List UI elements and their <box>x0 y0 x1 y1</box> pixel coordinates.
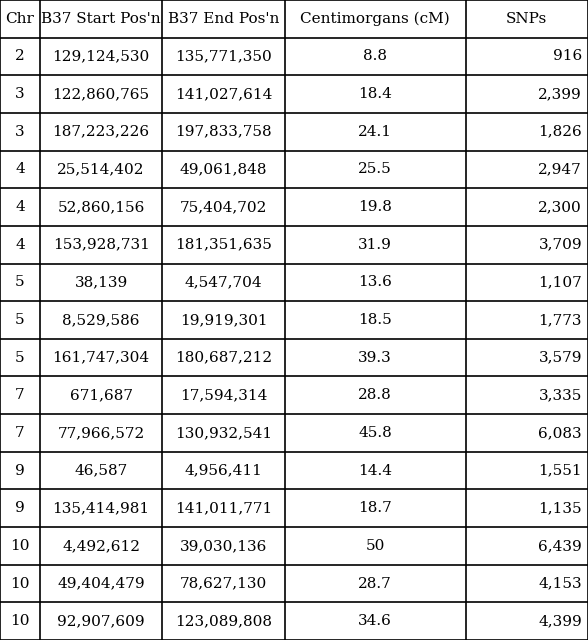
Text: 5: 5 <box>15 275 25 289</box>
Text: B37 End Pos'n: B37 End Pos'n <box>168 12 279 26</box>
Text: 8.8: 8.8 <box>363 49 387 63</box>
Text: 19.8: 19.8 <box>358 200 392 214</box>
Text: 123,089,808: 123,089,808 <box>175 614 272 628</box>
Text: 24.1: 24.1 <box>358 125 392 139</box>
Text: 141,027,614: 141,027,614 <box>175 87 272 101</box>
Text: 4,547,704: 4,547,704 <box>185 275 262 289</box>
Text: 916: 916 <box>553 49 582 63</box>
Text: 28.8: 28.8 <box>358 388 392 403</box>
Text: 25,514,402: 25,514,402 <box>58 163 145 177</box>
Text: Chr: Chr <box>5 12 35 26</box>
Text: 4,153: 4,153 <box>539 577 582 591</box>
Text: Centimorgans (cM): Centimorgans (cM) <box>300 12 450 26</box>
Text: 181,351,635: 181,351,635 <box>175 237 272 252</box>
Text: 1,826: 1,826 <box>539 125 582 139</box>
Text: 1,551: 1,551 <box>539 463 582 477</box>
Text: 8,529,586: 8,529,586 <box>62 313 140 327</box>
Text: 187,223,226: 187,223,226 <box>52 125 150 139</box>
Text: 14.4: 14.4 <box>358 463 392 477</box>
Text: 1,107: 1,107 <box>539 275 582 289</box>
Text: 10: 10 <box>10 539 30 553</box>
Text: 135,414,981: 135,414,981 <box>52 501 150 515</box>
Text: 9: 9 <box>15 463 25 477</box>
Text: 18.7: 18.7 <box>358 501 392 515</box>
Text: 7: 7 <box>15 388 25 403</box>
Text: 28.7: 28.7 <box>358 577 392 591</box>
Text: 10: 10 <box>10 577 30 591</box>
Text: 49,061,848: 49,061,848 <box>180 163 267 177</box>
Text: 52,860,156: 52,860,156 <box>58 200 145 214</box>
Text: 45.8: 45.8 <box>358 426 392 440</box>
Text: 9: 9 <box>15 501 25 515</box>
Text: 25.5: 25.5 <box>358 163 392 177</box>
Text: 38,139: 38,139 <box>75 275 128 289</box>
Text: 10: 10 <box>10 614 30 628</box>
Text: 77,966,572: 77,966,572 <box>58 426 145 440</box>
Text: 135,771,350: 135,771,350 <box>175 49 272 63</box>
Text: 92,907,609: 92,907,609 <box>57 614 145 628</box>
Text: 18.4: 18.4 <box>358 87 392 101</box>
Text: 4: 4 <box>15 237 25 252</box>
Text: 34.6: 34.6 <box>358 614 392 628</box>
Text: 141,011,771: 141,011,771 <box>175 501 272 515</box>
Text: 122,860,765: 122,860,765 <box>52 87 150 101</box>
Text: 3,335: 3,335 <box>539 388 582 403</box>
Text: 1,773: 1,773 <box>539 313 582 327</box>
Text: 2,399: 2,399 <box>539 87 582 101</box>
Text: SNPs: SNPs <box>506 12 547 26</box>
Text: 39,030,136: 39,030,136 <box>180 539 267 553</box>
Text: 1,135: 1,135 <box>539 501 582 515</box>
Text: 19,919,301: 19,919,301 <box>179 313 268 327</box>
Text: 3: 3 <box>15 125 25 139</box>
Text: 3: 3 <box>15 87 25 101</box>
Text: 153,928,731: 153,928,731 <box>53 237 149 252</box>
Text: 4,399: 4,399 <box>539 614 582 628</box>
Text: 2,947: 2,947 <box>539 163 582 177</box>
Text: 2: 2 <box>15 49 25 63</box>
Text: 2,300: 2,300 <box>539 200 582 214</box>
Text: 78,627,130: 78,627,130 <box>180 577 267 591</box>
Text: 17,594,314: 17,594,314 <box>180 388 267 403</box>
Text: 130,932,541: 130,932,541 <box>175 426 272 440</box>
Text: 50: 50 <box>366 539 385 553</box>
Text: 197,833,758: 197,833,758 <box>175 125 272 139</box>
Text: 4: 4 <box>15 200 25 214</box>
Text: 161,747,304: 161,747,304 <box>52 351 150 365</box>
Text: 6,083: 6,083 <box>539 426 582 440</box>
Text: 3,709: 3,709 <box>539 237 582 252</box>
Text: 39.3: 39.3 <box>358 351 392 365</box>
Text: B37 Start Pos'n: B37 Start Pos'n <box>41 12 161 26</box>
Text: 49,404,479: 49,404,479 <box>57 577 145 591</box>
Text: 6,439: 6,439 <box>539 539 582 553</box>
Text: 7: 7 <box>15 426 25 440</box>
Text: 4,956,411: 4,956,411 <box>185 463 262 477</box>
Text: 13.6: 13.6 <box>358 275 392 289</box>
Text: 18.5: 18.5 <box>358 313 392 327</box>
Text: 46,587: 46,587 <box>75 463 128 477</box>
Text: 4: 4 <box>15 163 25 177</box>
Text: 31.9: 31.9 <box>358 237 392 252</box>
Text: 5: 5 <box>15 313 25 327</box>
Text: 3,579: 3,579 <box>539 351 582 365</box>
Text: 180,687,212: 180,687,212 <box>175 351 272 365</box>
Text: 5: 5 <box>15 351 25 365</box>
Text: 75,404,702: 75,404,702 <box>180 200 267 214</box>
Text: 671,687: 671,687 <box>69 388 133 403</box>
Text: 129,124,530: 129,124,530 <box>52 49 150 63</box>
Text: 4,492,612: 4,492,612 <box>62 539 140 553</box>
